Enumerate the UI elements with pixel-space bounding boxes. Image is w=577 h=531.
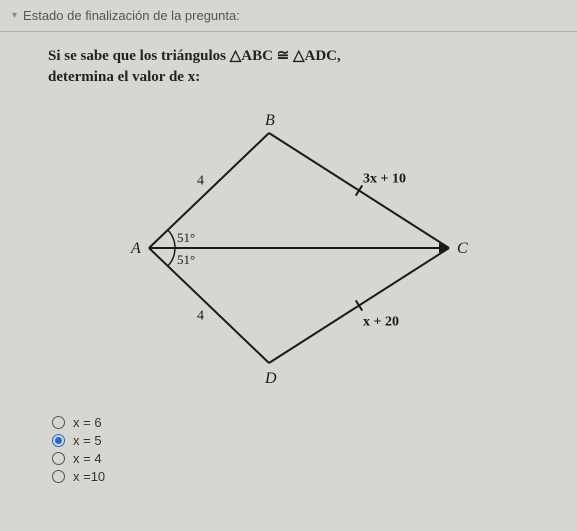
option-label: x = 6 <box>73 415 102 430</box>
radio-icon[interactable] <box>52 434 65 447</box>
question-status-header: ▾ Estado de finalización de la pregunta: <box>0 0 577 32</box>
svg-text:51°: 51° <box>177 230 195 245</box>
svg-text:4: 4 <box>197 174 204 189</box>
answer-option-2[interactable]: x = 4 <box>52 451 577 466</box>
answer-option-1[interactable]: x = 5 <box>52 433 577 448</box>
answer-option-0[interactable]: x = 6 <box>52 415 577 430</box>
diagram-svg: A B C D 4 4 51° 51° 3x + 10 x + 20 <box>89 98 489 398</box>
radio-icon[interactable] <box>52 470 65 483</box>
svg-text:D: D <box>264 370 277 387</box>
answer-option-3[interactable]: x =10 <box>52 469 577 484</box>
svg-text:3x + 10: 3x + 10 <box>363 172 406 187</box>
radio-icon[interactable] <box>52 416 65 429</box>
chevron-down-icon: ▾ <box>12 10 17 21</box>
q-congruence: △ABC ≅ △ADC, <box>230 48 341 64</box>
svg-text:A: A <box>130 240 141 257</box>
question-text: Si se sabe que los triángulos △ABC ≅ △AD… <box>48 46 529 88</box>
q-line1-prefix: Si se sabe que los triángulos <box>48 48 230 64</box>
status-label: Estado de finalización de la pregunta: <box>23 8 240 23</box>
svg-text:4: 4 <box>197 309 204 324</box>
answer-options: x = 6 x = 5 x = 4 x =10 <box>0 408 577 484</box>
triangle-diagram: A B C D 4 4 51° 51° 3x + 10 x + 20 <box>89 98 489 398</box>
svg-text:x + 20: x + 20 <box>363 315 399 330</box>
q-line2: determina el valor de x: <box>48 69 200 85</box>
svg-text:51°: 51° <box>177 252 195 267</box>
option-label: x =10 <box>73 469 105 484</box>
option-label: x = 5 <box>73 433 102 448</box>
radio-icon[interactable] <box>52 452 65 465</box>
svg-text:C: C <box>457 240 468 257</box>
option-label: x = 4 <box>73 451 102 466</box>
question-area: Si se sabe que los triángulos △ABC ≅ △AD… <box>0 32 577 408</box>
svg-text:B: B <box>265 112 275 129</box>
